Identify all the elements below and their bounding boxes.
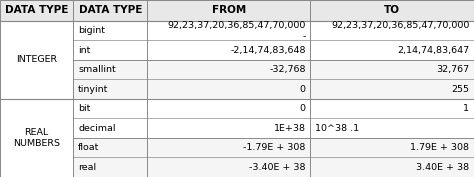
Text: 1E+38: 1E+38 (273, 124, 306, 133)
Bar (147, 0, 310, 21)
Text: float: float (78, 143, 100, 152)
Bar (0, 99, 73, 177)
Text: 0: 0 (300, 85, 306, 94)
Bar (310, 158, 474, 177)
Text: 3.40E + 38: 3.40E + 38 (416, 163, 469, 172)
Text: -2,14,74,83,648: -2,14,74,83,648 (230, 46, 306, 55)
Bar (73, 60, 147, 79)
Bar (310, 79, 474, 99)
Bar (310, 118, 474, 138)
Bar (0, 0, 73, 21)
Bar (310, 21, 474, 40)
Text: -1.79E + 308: -1.79E + 308 (243, 143, 306, 152)
Text: int: int (78, 46, 91, 55)
Bar (73, 99, 147, 118)
Text: FROM: FROM (211, 5, 246, 15)
Text: smallint: smallint (78, 65, 116, 74)
Bar (310, 60, 474, 79)
Bar (73, 118, 147, 138)
Text: DATA TYPE: DATA TYPE (5, 5, 68, 15)
Bar (147, 21, 310, 40)
Text: -3.40E + 38: -3.40E + 38 (249, 163, 306, 172)
Text: 1.79E + 308: 1.79E + 308 (410, 143, 469, 152)
Bar (147, 99, 310, 118)
Text: real: real (78, 163, 96, 172)
Bar (147, 60, 310, 79)
Text: 92,23,37,20,36,85,47,70,000
-: 92,23,37,20,36,85,47,70,000 - (167, 21, 306, 41)
Bar (310, 138, 474, 158)
Bar (310, 99, 474, 118)
Text: decimal: decimal (78, 124, 116, 133)
Text: 1: 1 (463, 104, 469, 113)
Text: tinyint: tinyint (78, 85, 109, 94)
Bar (73, 21, 147, 40)
Text: DATA TYPE: DATA TYPE (79, 5, 142, 15)
Bar (147, 118, 310, 138)
Bar (73, 0, 147, 21)
Bar (147, 40, 310, 60)
Bar (73, 158, 147, 177)
Text: INTEGER: INTEGER (16, 55, 57, 64)
Text: bigint: bigint (78, 26, 105, 35)
Text: 255: 255 (451, 85, 469, 94)
Text: 10^38 .1: 10^38 .1 (315, 124, 359, 133)
Bar (147, 79, 310, 99)
Bar (73, 79, 147, 99)
Bar (0, 21, 73, 99)
Text: REAL
NUMBERS: REAL NUMBERS (13, 128, 60, 148)
Text: -32,768: -32,768 (269, 65, 306, 74)
Text: 32,767: 32,767 (436, 65, 469, 74)
Bar (310, 0, 474, 21)
Bar (73, 40, 147, 60)
Text: 2,14,74,83,647: 2,14,74,83,647 (397, 46, 469, 55)
Text: TO: TO (384, 5, 400, 15)
Bar (147, 158, 310, 177)
Text: bit: bit (78, 104, 91, 113)
Bar (147, 138, 310, 158)
Text: 0: 0 (300, 104, 306, 113)
Bar (310, 40, 474, 60)
Text: 92,23,37,20,36,85,47,70,000: 92,23,37,20,36,85,47,70,000 (331, 21, 469, 41)
Bar (73, 138, 147, 158)
